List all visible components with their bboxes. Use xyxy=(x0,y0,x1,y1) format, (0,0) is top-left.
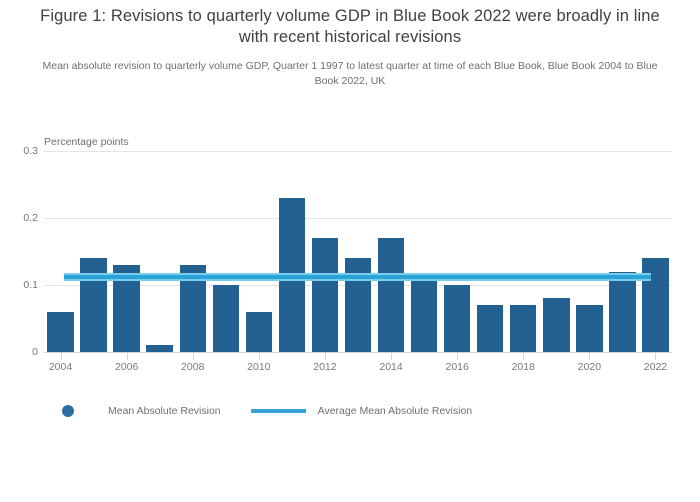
gridline xyxy=(44,218,672,219)
bar-2016[interactable] xyxy=(443,285,471,352)
bar-2010[interactable] xyxy=(245,311,273,352)
bar-2019[interactable] xyxy=(543,298,570,352)
x-axis-tick xyxy=(324,353,326,360)
y-axis-unit-label: Percentage points xyxy=(44,136,129,148)
y-axis-tick-label: 0.2 xyxy=(23,212,38,224)
legend-label-average-mean-absolute-revision: Average Mean Absolute Revision xyxy=(317,405,473,417)
x-axis-tick-label: 2018 xyxy=(511,361,535,373)
bar-2004[interactable] xyxy=(47,311,74,352)
bar-2009[interactable] xyxy=(212,285,239,352)
legend-item-mean-absolute-revision[interactable]: Mean Absolute Revision xyxy=(62,405,221,417)
line-marker-icon xyxy=(250,409,306,413)
y-axis-tick-label: 0 xyxy=(32,346,38,358)
x-axis-tick xyxy=(391,353,393,360)
bar-2020[interactable] xyxy=(576,305,603,352)
bar-2018[interactable] xyxy=(510,305,537,352)
x-axis-tick-label: 2014 xyxy=(379,361,403,373)
x-axis-line xyxy=(44,352,672,353)
bar-2015[interactable] xyxy=(410,278,438,352)
x-axis-tick-label: 2020 xyxy=(577,361,602,373)
bar-2021[interactable] xyxy=(609,271,636,352)
x-axis-tick xyxy=(126,353,128,360)
bar-2012[interactable] xyxy=(311,238,339,352)
y-axis-tick-label: 0.1 xyxy=(23,279,38,291)
y-axis-tick-label: 0.3 xyxy=(23,145,38,157)
x-axis-tick-label: 2016 xyxy=(445,361,469,373)
plot-area xyxy=(44,151,672,353)
legend-item-average-mean-absolute-revision[interactable]: Average Mean Absolute Revision xyxy=(250,405,473,417)
x-axis-tick xyxy=(258,353,260,360)
x-axis-tick-label: 2006 xyxy=(114,361,139,373)
average-mean-absolute-revision-line[interactable] xyxy=(64,274,652,279)
x-axis-tick xyxy=(589,353,591,360)
bar-2017[interactable] xyxy=(476,305,504,352)
x-axis-tick xyxy=(192,353,194,360)
x-axis-tick-label: 2022 xyxy=(643,361,668,373)
x-axis-tick xyxy=(60,353,62,360)
chart-subtitle: Mean absolute revision to quarterly volu… xyxy=(42,60,658,87)
circle-marker-icon xyxy=(62,405,74,417)
x-axis-tick xyxy=(523,353,525,360)
x-axis-tick xyxy=(655,353,657,360)
bar-2007[interactable] xyxy=(146,345,173,352)
title-block: Figure 1: Revisions to quarterly volume … xyxy=(0,6,700,89)
x-axis-tick-label: 2010 xyxy=(247,361,271,373)
x-axis-tick xyxy=(457,353,459,360)
x-axis-tick-label: 2004 xyxy=(48,361,73,373)
gridline xyxy=(44,151,672,152)
chart-legend: Mean Absolute Revision Average Mean Abso… xyxy=(62,405,472,417)
x-axis-tick-label: 2012 xyxy=(313,361,337,373)
legend-label-mean-absolute-revision: Mean Absolute Revision xyxy=(108,405,221,417)
x-axis-tick-label: 2008 xyxy=(181,361,205,373)
bar-2014[interactable] xyxy=(377,238,405,352)
chart-title: Figure 1: Revisions to quarterly volume … xyxy=(40,7,660,46)
